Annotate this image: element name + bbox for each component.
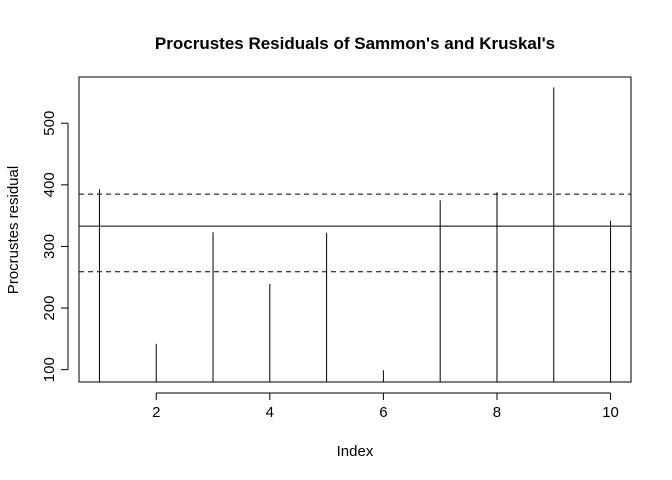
chart-title: Procrustes Residuals of Sammon's and Kru…: [155, 34, 555, 53]
x-tick-label: 8: [493, 404, 501, 421]
y-tick-label: 300: [41, 234, 58, 259]
y-tick-label: 200: [41, 296, 58, 321]
plot-frame: [78, 76, 632, 383]
y-tick-label: 100: [41, 357, 58, 382]
x-tick-label: 6: [379, 404, 387, 421]
x-tick-label: 10: [602, 404, 619, 421]
x-tick-label: 2: [152, 404, 160, 421]
y-tick-label: 500: [41, 111, 58, 136]
x-axis-label: Index: [337, 443, 374, 460]
y-tick-label: 400: [41, 172, 58, 197]
y-axis-label: Procrustes residual: [5, 166, 22, 294]
x-tick-label: 4: [266, 404, 274, 421]
